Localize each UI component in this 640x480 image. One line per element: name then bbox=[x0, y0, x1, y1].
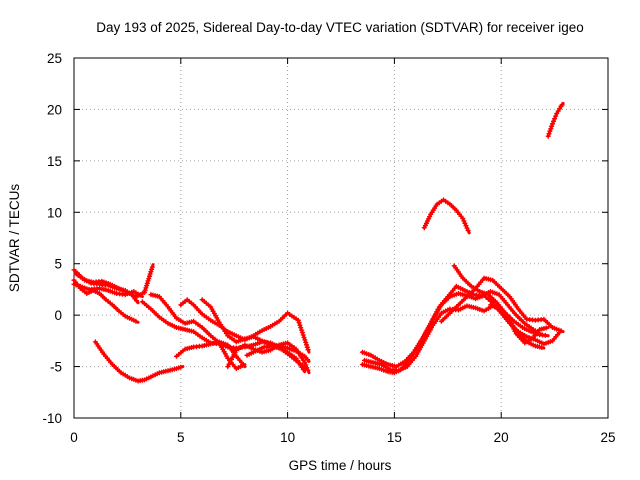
y-tick-label: 0 bbox=[54, 308, 62, 323]
data-point bbox=[551, 118, 556, 124]
data-point bbox=[133, 318, 139, 324]
data-point bbox=[546, 131, 552, 137]
series-arc-20 bbox=[545, 101, 565, 139]
data-point bbox=[178, 364, 184, 370]
y-tick-label: 25 bbox=[47, 51, 62, 66]
series-arc-6 bbox=[139, 299, 307, 374]
y-tick-label: -5 bbox=[50, 360, 62, 375]
grid-lines bbox=[74, 58, 608, 418]
data-point bbox=[301, 335, 307, 340]
data-point bbox=[548, 126, 554, 132]
data-point bbox=[539, 345, 545, 350]
x-tick-label: 0 bbox=[70, 430, 78, 445]
data-point bbox=[463, 223, 469, 229]
x-axis-label: GPS time / hours bbox=[289, 458, 392, 473]
data-point bbox=[302, 364, 308, 370]
data-point bbox=[558, 328, 564, 334]
series-arc-17 bbox=[451, 263, 550, 338]
x-tick-label: 5 bbox=[177, 430, 185, 445]
data-series bbox=[71, 101, 565, 384]
series-arc-5 bbox=[92, 339, 185, 384]
series-arc-4 bbox=[71, 277, 140, 324]
series-arc-11 bbox=[225, 340, 311, 375]
data-point bbox=[550, 121, 555, 127]
data-point bbox=[295, 317, 301, 323]
y-tick-label: -10 bbox=[42, 411, 62, 426]
data-point bbox=[304, 344, 310, 350]
data-point bbox=[300, 332, 306, 338]
series-arc-14 bbox=[359, 283, 544, 370]
series-arc-12 bbox=[244, 343, 309, 371]
chart-title: Day 193 of 2025, Sidereal Day-to-day VTE… bbox=[96, 20, 583, 35]
data-point bbox=[305, 357, 310, 363]
series-arc-16 bbox=[421, 197, 471, 235]
series-arc-3 bbox=[73, 263, 155, 300]
y-tick-label: 5 bbox=[54, 257, 62, 272]
series-line bbox=[140, 300, 307, 374]
data-point bbox=[240, 362, 246, 367]
series-arc-19 bbox=[488, 302, 550, 346]
data-point bbox=[545, 133, 551, 139]
series-line bbox=[452, 264, 550, 338]
data-point bbox=[303, 339, 309, 345]
data-point bbox=[302, 337, 308, 343]
data-point bbox=[460, 216, 466, 221]
data-point bbox=[547, 128, 553, 134]
data-point bbox=[299, 330, 305, 335]
data-point bbox=[304, 342, 309, 348]
data-point bbox=[297, 322, 303, 328]
data-point bbox=[298, 325, 304, 331]
x-tick-label: 20 bbox=[494, 430, 509, 445]
data-point bbox=[305, 347, 311, 353]
y-tick-label: 10 bbox=[47, 205, 62, 220]
data-point bbox=[559, 102, 565, 108]
data-point bbox=[543, 325, 549, 331]
series-arc-18 bbox=[438, 275, 565, 334]
data-point bbox=[144, 280, 150, 286]
data-point bbox=[149, 264, 155, 270]
data-point bbox=[553, 113, 559, 119]
data-point bbox=[299, 327, 305, 333]
y-tick-label: 15 bbox=[47, 154, 62, 169]
x-tick-label: 10 bbox=[280, 430, 295, 445]
x-tick-label: 15 bbox=[387, 430, 402, 445]
y-axis-label: SDTVAR / TECUs bbox=[7, 184, 22, 293]
plot-frame bbox=[73, 57, 609, 419]
axis-ticks: 0 5 10 15 20 25 -10 -5 0 5 10 15 20 25 bbox=[42, 51, 615, 445]
data-point bbox=[542, 332, 548, 338]
data-point bbox=[465, 228, 471, 233]
data-point bbox=[549, 123, 555, 129]
y-tick-label: 20 bbox=[47, 102, 62, 117]
data-point bbox=[552, 116, 558, 122]
x-tick-label: 25 bbox=[600, 430, 615, 445]
data-point bbox=[296, 320, 302, 326]
